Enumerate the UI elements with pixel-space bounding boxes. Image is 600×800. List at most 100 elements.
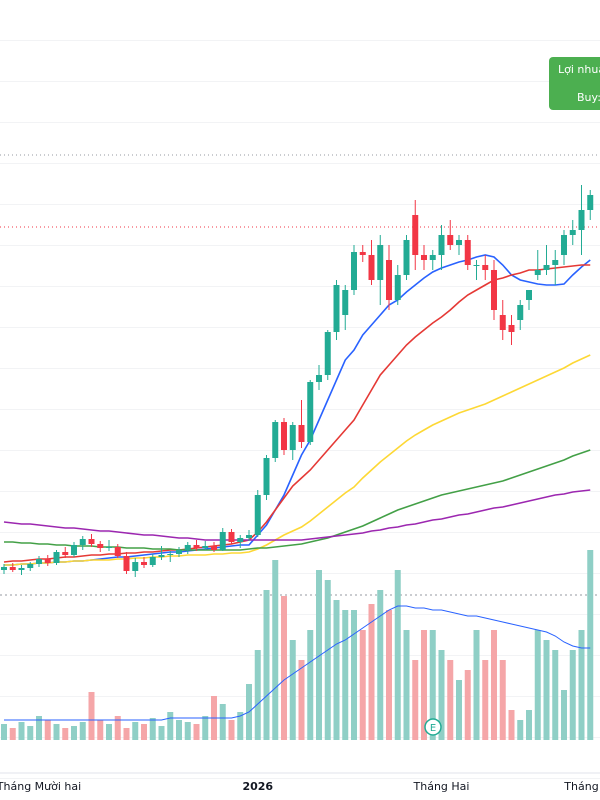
volume-bar	[447, 660, 454, 740]
candle-body	[62, 552, 69, 555]
candle-body	[254, 495, 261, 535]
candle-body	[123, 556, 130, 571]
candle-body	[534, 270, 541, 275]
volume-bar	[228, 720, 235, 740]
candle-body	[298, 425, 305, 442]
candle-body	[281, 422, 287, 450]
volume-bar	[149, 718, 156, 740]
candle-body	[403, 240, 410, 275]
x-tick-label: Tháng Hai	[413, 780, 470, 793]
candle-body	[552, 260, 559, 265]
volume-bar	[438, 650, 445, 740]
volume-bar	[421, 630, 427, 740]
candle-body	[184, 545, 191, 550]
candle-body	[106, 547, 112, 548]
volume-bar	[1, 724, 7, 740]
volume-bar	[403, 630, 410, 740]
candle-body	[456, 240, 462, 245]
candle-body	[569, 230, 576, 235]
volume-bar	[456, 680, 462, 740]
volume-bar	[254, 650, 261, 740]
volume-bar	[316, 570, 322, 740]
volume-bar	[114, 716, 121, 740]
volume-bar	[464, 670, 471, 740]
volume-ma-line	[4, 605, 591, 721]
x-tick-label: 2026	[242, 780, 273, 793]
volume-bar	[88, 692, 95, 740]
volume-bar	[499, 660, 506, 740]
volume-bar	[237, 712, 244, 740]
volume-bar	[44, 720, 51, 740]
volume-bar	[298, 660, 305, 740]
trade-label-title: Lợi nhuậ	[558, 63, 600, 76]
volume-bar	[27, 726, 34, 740]
event-marker: E	[424, 718, 442, 736]
volume-bar	[333, 600, 340, 740]
candle-body	[342, 290, 349, 315]
volume-bar	[342, 610, 349, 740]
candle-body	[211, 546, 217, 550]
candle-body	[36, 559, 42, 564]
candle-body	[464, 240, 471, 265]
candle-body	[158, 555, 165, 557]
volume-bar	[53, 724, 60, 740]
volume-bar	[359, 630, 366, 740]
volume-bar	[106, 724, 112, 740]
candle-body	[202, 546, 209, 548]
volume-bar	[587, 550, 594, 740]
candle-body	[79, 539, 86, 545]
volume-bar	[263, 590, 270, 740]
candle-body	[482, 265, 489, 270]
candle-body	[71, 545, 77, 555]
volume-bar	[508, 710, 515, 740]
candle-body	[351, 252, 357, 290]
volume-bar	[193, 724, 200, 740]
volume-bar	[158, 726, 165, 740]
candle-body	[228, 532, 235, 542]
volume-bar	[394, 570, 401, 740]
candle-body	[368, 255, 375, 280]
candle-body	[377, 245, 384, 280]
volume-bar	[272, 560, 279, 740]
candle-body	[386, 260, 392, 300]
volume-bar	[36, 716, 42, 740]
x-tick-label: Tháng	[563, 780, 598, 793]
volume-bar	[18, 722, 25, 740]
candle-body	[114, 547, 121, 556]
candle-body	[307, 382, 314, 442]
candle-body	[316, 375, 322, 382]
candle-body	[1, 567, 7, 570]
candle-body	[167, 554, 174, 555]
volume-bar	[351, 610, 357, 740]
candle-body	[176, 550, 182, 554]
volume-bar	[482, 660, 489, 740]
candle-body	[517, 305, 524, 320]
candle-body	[429, 255, 436, 260]
candle-body	[324, 332, 331, 375]
moving-average-line	[4, 354, 591, 566]
candle-body	[491, 270, 497, 310]
volume-bar	[412, 660, 419, 740]
candle-body	[88, 539, 95, 544]
candle-body	[27, 564, 34, 568]
candle-body	[543, 265, 550, 270]
candle-body	[587, 195, 594, 210]
volume-bar	[71, 726, 77, 740]
volume-bar	[9, 728, 16, 740]
candle-body	[438, 235, 445, 255]
volume-bar	[526, 710, 532, 740]
event-marker-icon	[424, 718, 442, 736]
candle-body	[263, 458, 270, 495]
candle-body	[412, 215, 419, 255]
volume-bar	[123, 728, 130, 740]
candle-body	[44, 559, 51, 563]
volume-bar	[543, 640, 550, 740]
volume-bar	[473, 630, 480, 740]
volume-bar	[377, 590, 384, 740]
volume-bar	[219, 704, 226, 740]
volume-bar	[167, 712, 174, 740]
volume-bar	[62, 728, 69, 740]
trade-label: Lợi nhuậ Buy:	[549, 57, 600, 110]
